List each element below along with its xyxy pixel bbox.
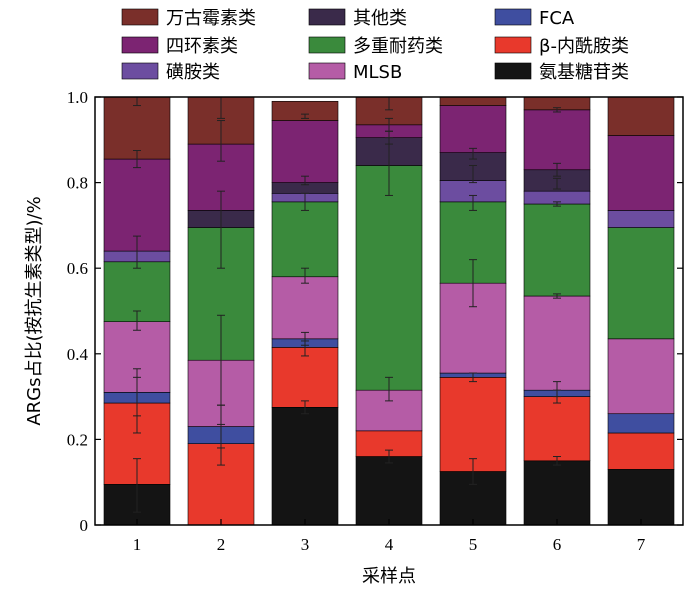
legend-label: 多重耐药类 — [353, 36, 443, 57]
bar-segment-7-5 — [607, 227, 675, 340]
legend-swatch-1 — [121, 8, 159, 26]
bar-segment-3-8 — [271, 120, 339, 183]
y-tick-label: 1.0 — [67, 88, 88, 107]
x-axis: 1 2 3 4 5 6 7 — [133, 519, 646, 554]
legend-swatch-8 — [308, 62, 346, 80]
x-tick-label: 3 — [301, 535, 310, 554]
bar-segment-5-8 — [439, 105, 507, 153]
x-tick-label: 5 — [469, 535, 478, 554]
bar-segment-5-9 — [439, 96, 507, 106]
bar-segment-7-2 — [607, 432, 675, 470]
bar-segment-5-2 — [439, 377, 507, 472]
y-tick-label: 0.4 — [67, 345, 89, 364]
bar-segment-7-1 — [607, 469, 675, 526]
bar-segment-3-5 — [271, 201, 339, 278]
bar-segment-1-9 — [103, 96, 171, 160]
bar-segment-6-1 — [523, 460, 591, 526]
legend-label: 磺胺类 — [166, 62, 220, 83]
legend-swatch-6 — [494, 36, 532, 54]
legend-swatch-3 — [494, 8, 532, 26]
legend-swatch-4 — [121, 36, 159, 54]
bar-segment-3-2 — [271, 347, 339, 408]
bar-segment-7-3 — [607, 413, 675, 434]
bar-segment-3-9 — [271, 100, 339, 121]
x-tick-label: 1 — [133, 535, 142, 554]
bar-segment-6-5 — [523, 203, 591, 297]
error-bars-layer — [133, 96, 561, 513]
bar-segment-3-1 — [271, 406, 339, 526]
bar-segment-7-8 — [607, 135, 675, 211]
bar-segment-3-4 — [271, 276, 339, 340]
y-tick-label: 0.8 — [67, 174, 88, 193]
legend-swatch-7 — [121, 62, 159, 80]
bar-segment-6-2 — [523, 396, 591, 462]
bar-segment-6-8 — [523, 109, 591, 171]
bar-segment-7-4 — [607, 338, 675, 415]
y-tick-label: 0 — [80, 516, 89, 535]
bar-segment-6-4 — [523, 295, 591, 391]
legend-label: FCA — [539, 8, 575, 29]
bar-segment-7-9 — [607, 96, 675, 136]
legend-label: 四环素类 — [166, 36, 238, 57]
y-axis-title: ARGs占比(按抗生素类型)/% — [24, 196, 45, 425]
x-tick-label: 6 — [553, 535, 562, 554]
x-tick-label: 7 — [637, 535, 646, 554]
legend-label: MLSB — [353, 62, 402, 83]
bar-segment-4-5 — [355, 165, 423, 391]
y-tick-label: 0.2 — [67, 430, 88, 449]
legend-label: 其他类 — [353, 8, 407, 29]
bar-segment-4-1 — [355, 456, 423, 526]
x-tick-label: 2 — [217, 535, 226, 554]
legend-label: 万古霉素类 — [166, 8, 256, 29]
x-axis-title: 采样点 — [362, 566, 416, 587]
legend-label: β-内酰胺类 — [539, 36, 629, 57]
y-tick-label: 0.6 — [67, 259, 88, 278]
legend-swatch-5 — [308, 36, 346, 54]
legend-swatch-9 — [494, 62, 532, 80]
y-axis: 0 0.2 0.4 0.6 0.8 1.0 — [67, 88, 683, 535]
legend-label: 氨基糖苷类 — [539, 62, 629, 83]
bars-layer — [103, 96, 675, 526]
legend-swatch-2 — [308, 8, 346, 26]
bar-segment-7-6 — [607, 210, 675, 228]
x-tick-label: 4 — [385, 535, 394, 554]
